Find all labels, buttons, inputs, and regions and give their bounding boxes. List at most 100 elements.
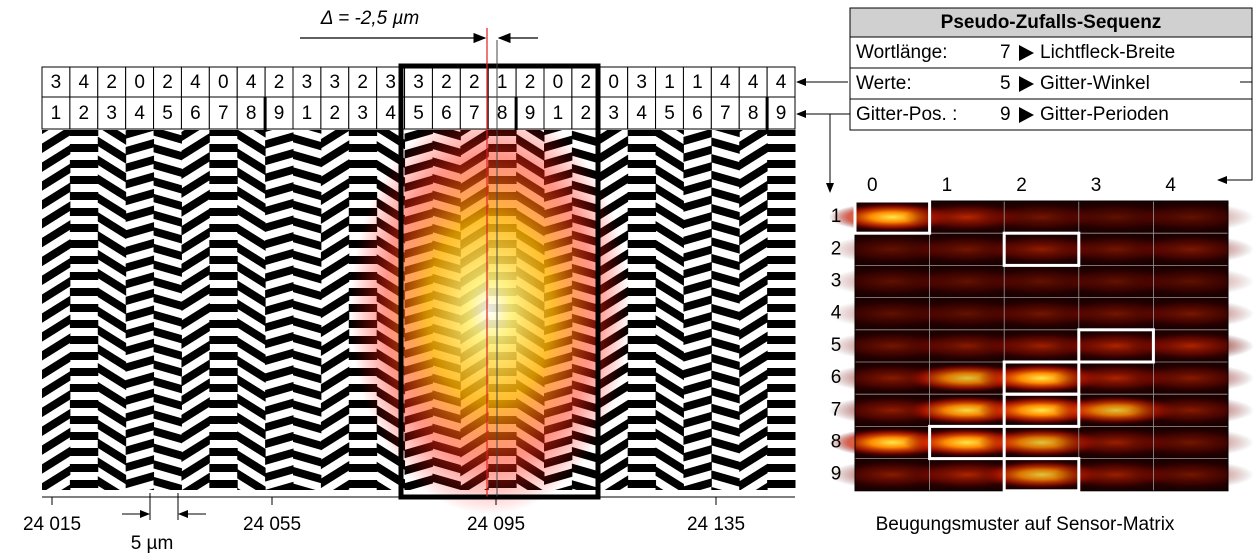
sequence-value: 1	[692, 72, 703, 93]
grating-column	[767, 130, 796, 490]
column-label: 0	[867, 175, 878, 196]
table-header	[849, 7, 1253, 38]
grating-position: 2	[79, 103, 90, 124]
position-cell	[682, 96, 712, 130]
column-label: 2	[1016, 175, 1027, 196]
row-label: 9	[831, 464, 842, 485]
sequence-value: 3	[385, 72, 396, 93]
grating-position: 3	[357, 103, 368, 124]
grating-position: 4	[385, 103, 396, 124]
diffraction-blob	[1127, 202, 1255, 232]
highlight-box	[1002, 231, 1081, 267]
grating-position: 1	[51, 103, 62, 124]
grating-column	[265, 130, 294, 490]
grating-position: 9	[274, 103, 285, 124]
grating-column	[293, 130, 322, 490]
row-label: Wortlänge:	[856, 42, 948, 63]
diffraction-blob	[1127, 363, 1255, 393]
row-label: 8	[831, 432, 842, 453]
diffraction-blob	[1127, 331, 1255, 361]
position-cell	[97, 96, 127, 130]
sequence-value: 3	[636, 72, 647, 93]
row-meaning: Gitter-Winkel	[1040, 73, 1150, 94]
row-arrow	[1019, 45, 1034, 61]
sensor-matrix: 0 1 2 3 4 1 2 3 4 5 6 7 8 9	[828, 175, 1255, 493]
x-axis: 24 015 24 055 24 095 24 135	[23, 497, 745, 535]
grating-position: 9	[525, 103, 536, 124]
row-arrow	[1019, 107, 1034, 123]
sequence-value: 3	[302, 72, 313, 93]
row-label: 1	[831, 206, 842, 227]
sequence-value: 2	[469, 72, 480, 93]
value-cell	[682, 66, 712, 98]
grating-position: 5	[413, 103, 424, 124]
grating-position: 7	[720, 103, 731, 124]
grating-column	[739, 130, 768, 490]
diffraction-blob	[1127, 299, 1255, 329]
grating-position: 1	[302, 103, 313, 124]
sequence-value: 4	[776, 72, 787, 93]
position-cell	[487, 96, 517, 130]
value-cell	[97, 66, 127, 98]
row-label: Werte:	[856, 73, 912, 94]
sequence-value: 2	[274, 72, 285, 93]
value-cell	[320, 66, 350, 98]
diffraction-blob	[1127, 395, 1255, 425]
row-label: Gitter-Pos. :	[856, 104, 957, 125]
diffraction-blob	[1127, 234, 1255, 264]
position-cell	[627, 96, 657, 130]
sequence-rows: 3142230425460748293132233435262718290122…	[41, 66, 796, 130]
axis-label: 24 015	[23, 514, 81, 535]
row-label: 3	[831, 271, 842, 292]
table-title: Pseudo-Zufalls-Sequenz	[941, 12, 1162, 33]
sequence-value: 4	[190, 72, 201, 93]
table-row	[849, 67, 1253, 100]
row-label: 7	[831, 399, 842, 420]
sequence-value: 0	[218, 72, 229, 93]
grating-column	[683, 130, 712, 490]
axis-label: 24 055	[243, 514, 301, 535]
position-cell	[404, 96, 433, 130]
row-arrow	[1019, 76, 1034, 92]
connector	[826, 113, 850, 193]
highlight-box	[1077, 328, 1155, 364]
sequence-value: 3	[51, 72, 62, 93]
grating-column	[153, 130, 182, 490]
position-cell	[125, 96, 155, 130]
grating-position: 5	[664, 103, 675, 124]
sequence-value: 4	[246, 72, 257, 93]
sequence-value: 2	[525, 72, 536, 93]
grating-position: 5	[162, 103, 173, 124]
connector	[1217, 81, 1253, 184]
grating-position: 4	[134, 103, 145, 124]
highlight-box	[853, 199, 932, 235]
row-value: 5	[1000, 73, 1011, 94]
grating-position: 8	[497, 103, 508, 124]
position-cell	[766, 96, 796, 130]
sequence-value: 2	[106, 72, 117, 93]
sequence-value: 0	[134, 72, 145, 93]
row-label: 6	[831, 367, 842, 388]
sequence-value: 4	[79, 72, 90, 93]
value-cell	[125, 66, 155, 98]
grating-column	[69, 130, 99, 490]
grating-position: 7	[469, 103, 480, 124]
sequence-value: 2	[441, 72, 452, 93]
row-meaning: Lichtfleck-Breite	[1040, 42, 1175, 63]
grating-position: 3	[608, 103, 619, 124]
column-label: 1	[942, 175, 953, 196]
grating-column	[655, 130, 684, 490]
row-label: 2	[831, 238, 842, 259]
scale-label: 5 µm	[131, 533, 174, 554]
grating-position: 3	[106, 103, 117, 124]
position-cell	[571, 96, 601, 130]
row-label: 4	[831, 303, 842, 324]
grating-column	[237, 130, 266, 490]
grating-column	[125, 130, 155, 490]
grating-position: 1	[553, 103, 564, 124]
axis-label: 24 095	[467, 514, 525, 535]
grating-position: 4	[636, 103, 647, 124]
value-cell	[41, 66, 71, 98]
grating-column	[320, 130, 350, 490]
